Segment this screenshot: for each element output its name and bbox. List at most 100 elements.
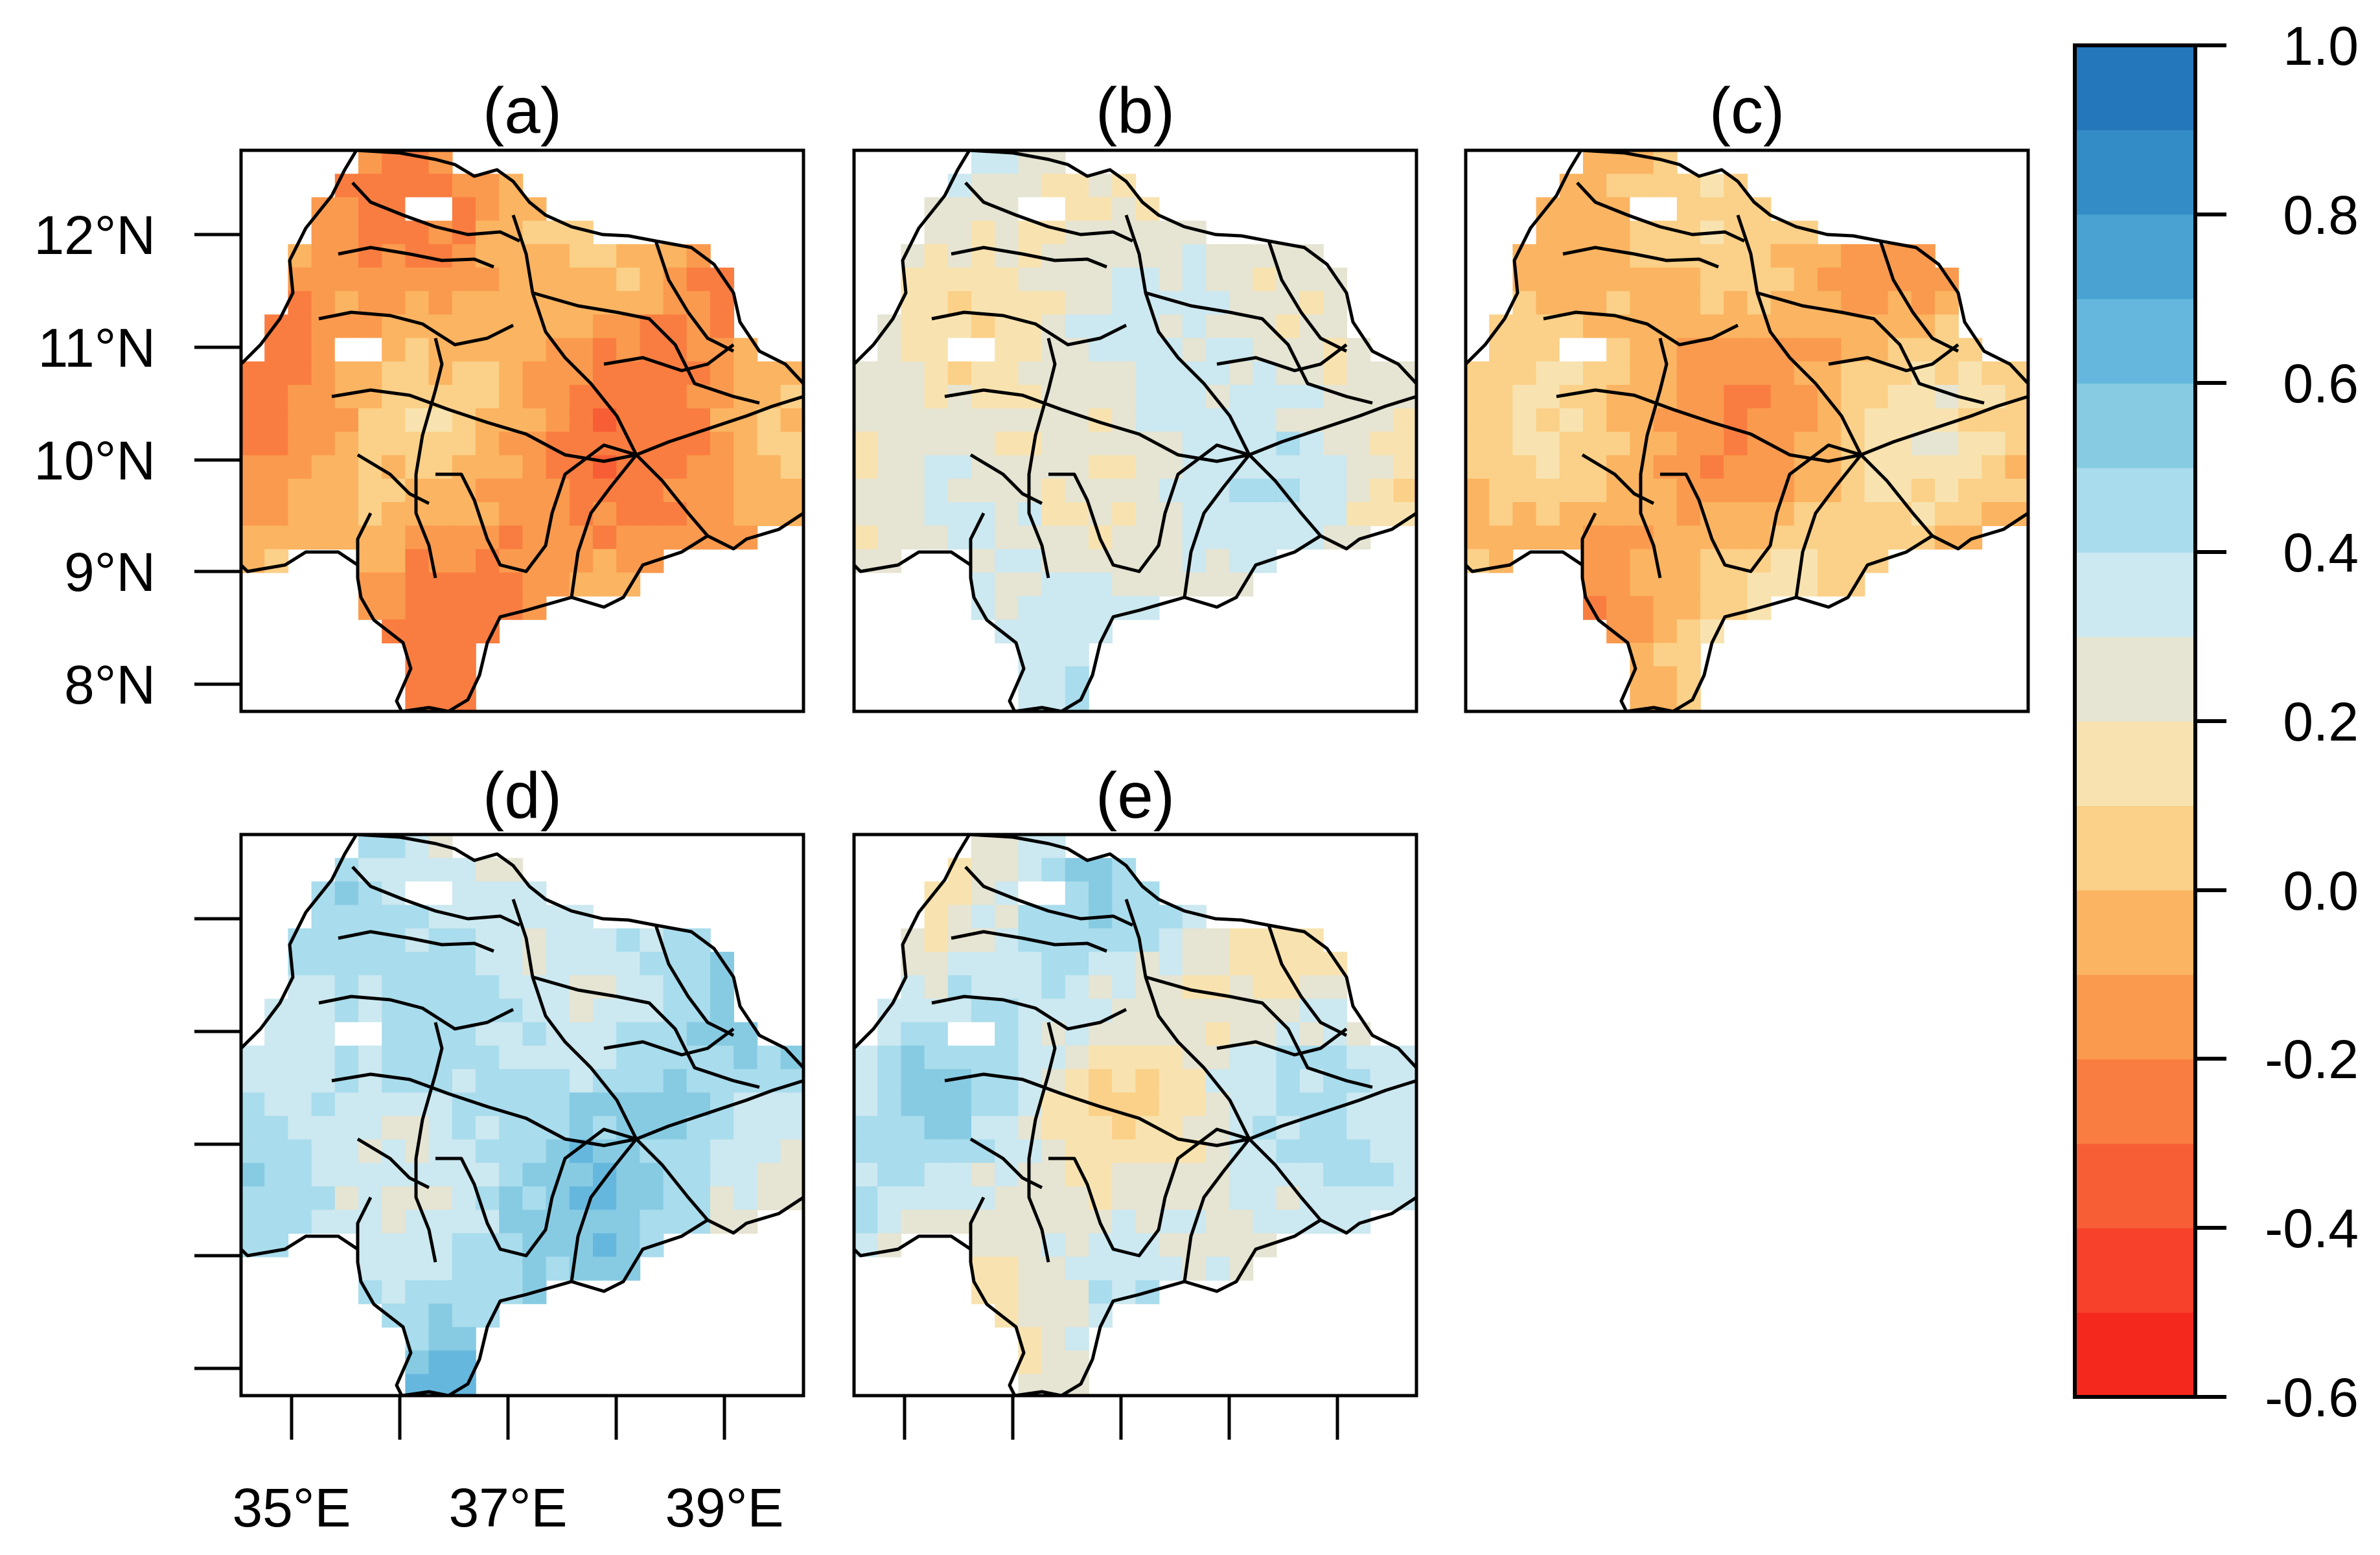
grid-cell <box>1512 432 1537 456</box>
grid-cell <box>311 1092 336 1117</box>
grid-cell <box>1911 455 1935 479</box>
grid-cell <box>924 1045 949 1070</box>
grid-cell <box>1253 361 1277 386</box>
basin-boundaries-e <box>852 833 1418 1398</box>
grid-cell <box>1536 338 1560 362</box>
panel-frame-a <box>239 148 805 713</box>
grid-cell <box>616 998 641 1023</box>
grid-cell <box>1559 502 1584 526</box>
grid-cell <box>382 1186 406 1210</box>
sub-basin-boundary <box>1248 1138 1322 1221</box>
grid-cell <box>452 975 476 1000</box>
colorbar-bin <box>2075 467 2195 553</box>
grid-cell <box>1724 338 1748 362</box>
grid-cell <box>1112 244 1137 268</box>
grid-cell <box>901 998 925 1023</box>
grid-cell <box>1089 197 1113 222</box>
grid-cell <box>382 904 406 929</box>
grid-cell <box>1323 478 1347 503</box>
grid-cell <box>382 1022 406 1046</box>
grid-cell <box>757 1116 781 1140</box>
grid-cell <box>1958 455 1983 479</box>
grid-cell <box>877 1210 902 1234</box>
grid-cell <box>1653 502 1678 526</box>
grid-cell <box>358 220 382 245</box>
grid-cell <box>264 338 289 362</box>
grid-cell <box>1299 1139 1324 1164</box>
grid-cell <box>499 502 524 526</box>
grid-cell <box>1182 385 1207 409</box>
grid-cell <box>569 549 594 573</box>
grid-cell <box>1206 1022 1230 1046</box>
grid-cell <box>616 314 641 339</box>
grid-cell <box>971 835 995 858</box>
grid-cell <box>1229 952 1254 976</box>
grid-cell <box>1299 1162 1324 1187</box>
grid-cell <box>1512 455 1537 479</box>
grid-cell <box>1841 268 1866 292</box>
grid-cell <box>1864 408 1889 433</box>
grid-cell <box>476 1280 500 1304</box>
grid-cell <box>1159 385 1183 409</box>
grid-cell <box>1536 268 1560 292</box>
grid-cell <box>1018 1116 1043 1140</box>
grid-cell <box>334 1139 359 1164</box>
grid-cell <box>452 361 476 386</box>
grid-cell <box>854 361 878 386</box>
grid-cell <box>1630 268 1654 292</box>
grid-cell <box>1393 1116 1416 1140</box>
grid-cell <box>1747 338 1772 362</box>
grid-cell <box>924 1092 949 1117</box>
colorbar-bin <box>2075 805 2195 891</box>
grid-cell <box>1276 244 1300 268</box>
grid-cell <box>546 928 570 952</box>
grid-cell <box>1112 432 1137 456</box>
grid-cell <box>522 455 547 479</box>
grid-cell <box>1393 455 1416 479</box>
grid-cell <box>1981 478 2006 503</box>
grid-cell <box>382 595 406 620</box>
grid-cell <box>1818 314 1842 339</box>
grid-cell <box>1159 998 1183 1023</box>
grid-cell <box>1466 432 1490 456</box>
grid-cell <box>1536 408 1560 433</box>
grid-cell <box>1089 291 1113 316</box>
grid-cell <box>995 1069 1019 1093</box>
grid-cell <box>971 408 995 433</box>
grid-cell <box>382 478 406 503</box>
grid-cell <box>1065 197 1089 222</box>
grid-cell <box>334 1186 359 1210</box>
grid-cell <box>757 1139 781 1164</box>
grid-cell <box>1089 549 1113 573</box>
grid-cell <box>546 1045 570 1070</box>
grid-cell <box>757 432 781 456</box>
grid-cell <box>877 408 902 433</box>
sub-basin-boundary <box>356 1137 430 1190</box>
grid-cell <box>1864 268 1889 292</box>
grid-cell <box>1112 1210 1137 1234</box>
grid-cell <box>1724 525 1748 550</box>
grid-cell <box>1583 549 1607 573</box>
grid-cell <box>1229 361 1254 386</box>
grid-cell <box>1065 385 1089 409</box>
grid-cell <box>1606 268 1631 292</box>
grid-cell <box>1065 1304 1089 1328</box>
grid-cell <box>1864 385 1889 409</box>
grid-cell <box>1346 478 1371 503</box>
grid-cell <box>1229 928 1254 952</box>
grid-cell <box>452 998 476 1023</box>
grid-cell <box>241 525 265 550</box>
y-axis-bottom <box>194 917 241 1370</box>
grid-cell <box>780 1116 803 1140</box>
grid-cell <box>734 1162 758 1187</box>
grid-cell <box>924 455 949 479</box>
grid-cell <box>546 1069 570 1093</box>
sub-basin-boundary <box>654 240 735 353</box>
grid-cell <box>1229 244 1254 268</box>
sub-basin-boundary <box>1124 899 1251 1140</box>
grid-cell <box>1489 502 1514 526</box>
sub-basin-boundary <box>1660 443 1862 573</box>
grid-cell <box>1346 432 1371 456</box>
grid-cell <box>382 1210 406 1234</box>
